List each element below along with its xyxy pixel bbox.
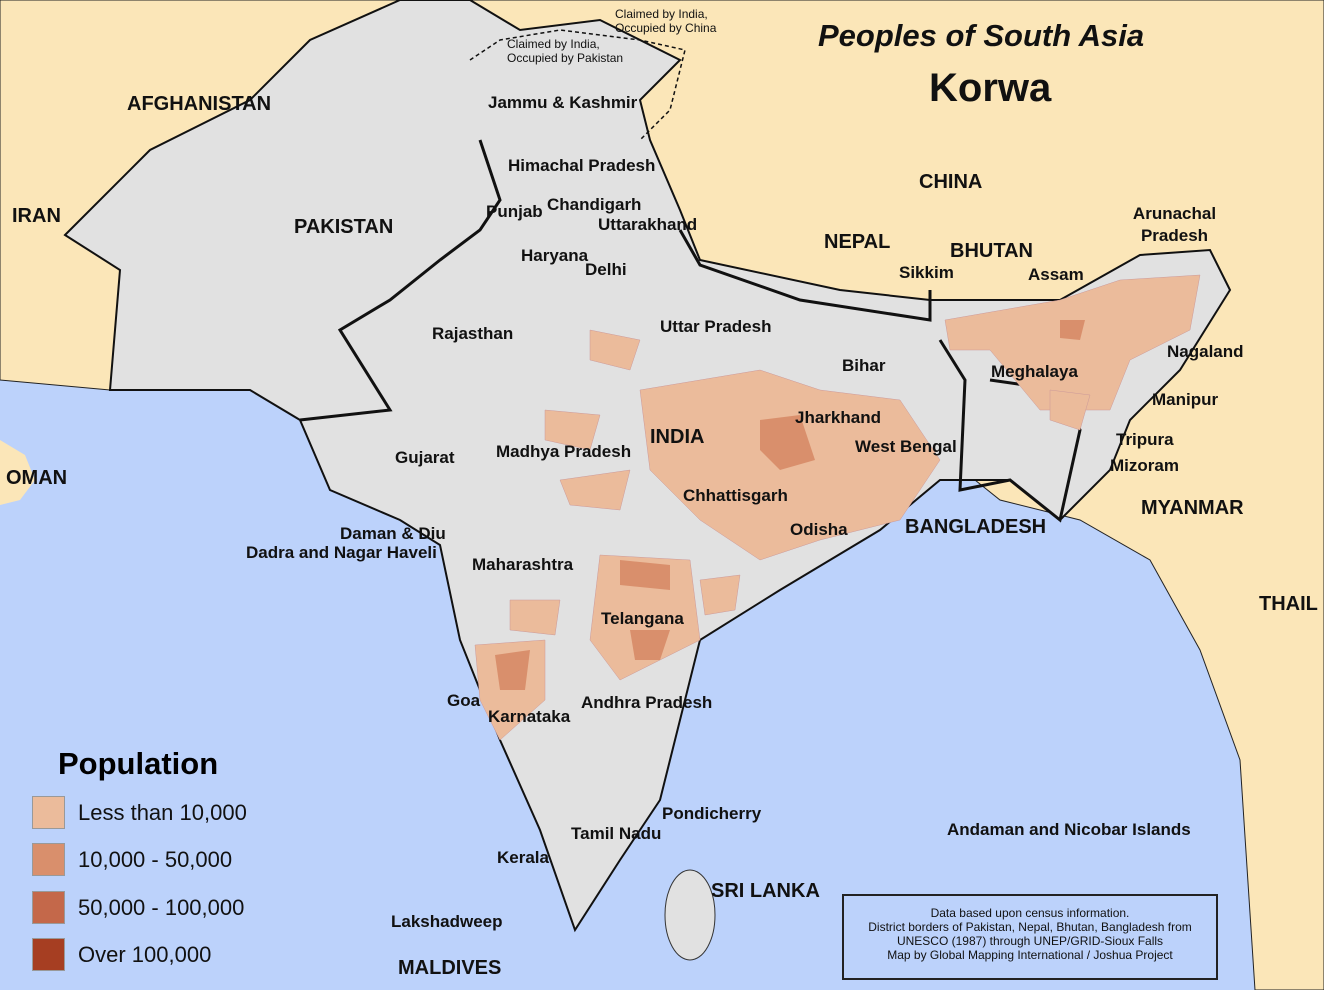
- region-label: Mizoram: [1110, 456, 1179, 475]
- legend-title: Population: [58, 746, 219, 781]
- region-label: Gujarat: [395, 448, 455, 467]
- region-label: Arunachal Pradesh: [1132, 204, 1217, 245]
- country-label: PAKISTAN: [294, 216, 394, 238]
- region-label: Pondicherry: [662, 804, 762, 823]
- region-label: Tamil Nadu: [571, 824, 662, 843]
- region-label: Delhi: [585, 260, 627, 279]
- country-label: NEPAL: [824, 231, 891, 253]
- region-label: Odisha: [790, 520, 848, 539]
- region-label: Chhattisgarh: [683, 486, 788, 505]
- legend-swatch: [32, 938, 65, 971]
- legend-label: 10,000 - 50,000: [78, 846, 233, 872]
- legend-item: 50,000 - 100,000: [32, 891, 244, 924]
- oman-land: [0, 440, 35, 505]
- region-label: Jammu & Kashmir: [488, 93, 638, 112]
- disputed-label: Claimed by India, Occupied by China: [615, 7, 717, 35]
- legend-item: Over 100,000: [32, 938, 211, 971]
- country-label: IRAN: [12, 205, 61, 227]
- country-label: CHINA: [919, 171, 983, 193]
- credits-line: Map by Global Mapping International / Jo…: [887, 948, 1173, 962]
- region-label: Maharashtra: [472, 555, 574, 574]
- legend-swatch: [32, 796, 65, 829]
- region-label: Andaman and Nicobar Islands: [947, 820, 1191, 839]
- legend-swatch: [32, 891, 65, 924]
- region-label: Uttar Pradesh: [660, 317, 772, 336]
- legend-label: Over 100,000: [78, 941, 212, 967]
- region-label: Jharkhand: [795, 408, 881, 427]
- region-label: Sikkim: [899, 263, 954, 282]
- credits-box: Data based upon census information. Dist…: [842, 894, 1218, 980]
- country-label: THAIL: [1259, 593, 1318, 615]
- region-label: Telangana: [601, 609, 684, 628]
- legend-item: Less than 10,000: [32, 796, 247, 829]
- pakistan-india-border: [299, 139, 502, 422]
- korwa-districts: [474, 274, 1201, 741]
- country-label: MYANMAR: [1141, 497, 1244, 519]
- country-label: BHUTAN: [950, 240, 1033, 262]
- country-label: OMAN: [6, 467, 68, 489]
- region-label: Punjab: [486, 202, 543, 221]
- region-label: Uttarakhand: [598, 215, 698, 234]
- region-label: Himachal Pradesh: [508, 156, 656, 175]
- region-label: Andhra Pradesh: [581, 693, 713, 712]
- region-label: Goa: [447, 691, 481, 710]
- korwa-districts-mid: [495, 320, 1085, 690]
- country-label: AFGHANISTAN: [127, 93, 272, 115]
- legend-item: 10,000 - 50,000: [32, 843, 232, 876]
- region-label: Tripura: [1116, 430, 1174, 449]
- region-label: Chandigarh: [547, 195, 642, 214]
- region-label: Dadra and Nagar Haveli: [246, 543, 437, 562]
- sri-lanka-land: [664, 869, 716, 961]
- map-subtitle: Korwa: [929, 66, 1052, 110]
- region-label: Bihar: [842, 356, 886, 375]
- legend-label: 50,000 - 100,000: [78, 894, 245, 920]
- region-label: Kerala: [497, 848, 549, 867]
- south-asia-land: [63, 0, 1232, 933]
- country-label: MALDIVES: [398, 957, 502, 979]
- legend-label: Less than 10,000: [78, 799, 247, 825]
- legend-swatch: [32, 843, 65, 876]
- region-label: West Bengal: [855, 437, 957, 456]
- region-label: Manipur: [1152, 390, 1219, 409]
- region-label: Haryana: [521, 246, 589, 265]
- country-label: BANGLADESH: [905, 516, 1047, 538]
- region-label: Assam: [1028, 265, 1084, 284]
- nepal-border: [678, 229, 932, 322]
- country-label: SRI LANKA: [711, 880, 820, 902]
- region-label: Daman & Diu: [340, 524, 446, 543]
- map-title: Peoples of South Asia: [818, 18, 1145, 53]
- credits-line: District borders of Pakistan, Nepal, Bhu…: [868, 920, 1192, 934]
- credits-line: Data based upon census information.: [930, 906, 1130, 920]
- region-label: Karnataka: [488, 707, 571, 726]
- region-label: Lakshadweep: [391, 912, 503, 931]
- region-label: Meghalaya: [991, 362, 1078, 381]
- region-label: Nagaland: [1167, 342, 1244, 361]
- disputed-label: Claimed by India, Occupied by Pakistan: [507, 37, 624, 65]
- region-label: Rajasthan: [432, 324, 514, 343]
- region-label: Madhya Pradesh: [496, 442, 632, 461]
- disputed-border: [469, 29, 686, 141]
- credits-line: UNESCO (1987) through UNEP/GRID-Sioux Fa…: [896, 934, 1164, 948]
- country-label: INDIA: [650, 426, 705, 448]
